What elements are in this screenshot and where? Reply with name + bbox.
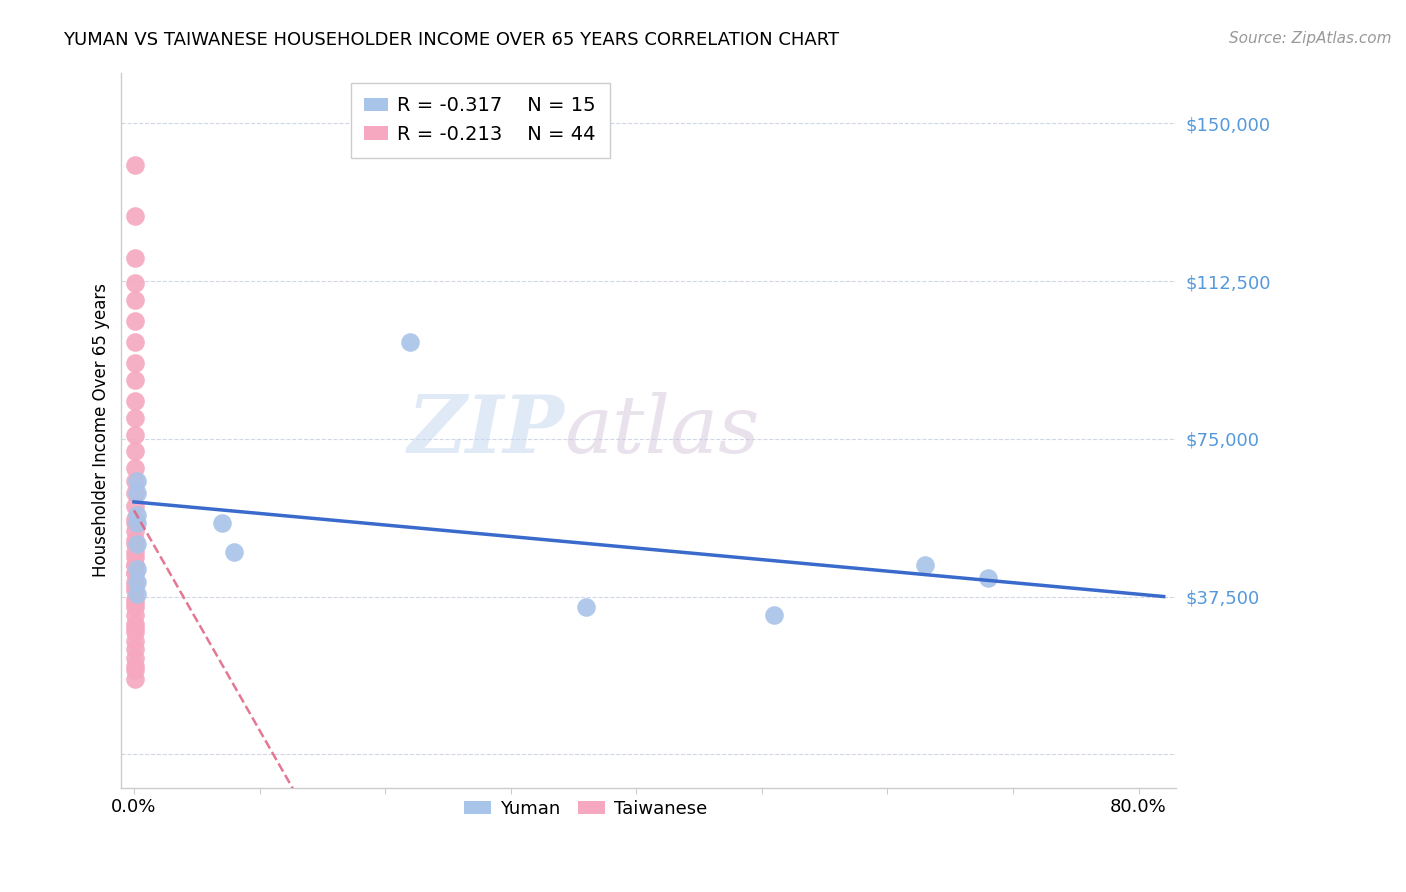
Point: [124, 579, 146, 593]
Point: [124, 251, 146, 265]
Point: [124, 600, 146, 615]
Point: [977, 571, 1000, 585]
Point: [211, 516, 233, 530]
Point: [124, 633, 146, 648]
Text: Source: ZipAtlas.com: Source: ZipAtlas.com: [1229, 31, 1392, 46]
Point: [124, 663, 146, 677]
Point: [124, 524, 146, 539]
Point: [124, 558, 146, 572]
Point: [124, 616, 146, 631]
Point: [125, 562, 148, 576]
Y-axis label: Householder Income Over 65 years: Householder Income Over 65 years: [93, 284, 110, 577]
Point: [124, 427, 146, 442]
Point: [124, 209, 146, 223]
Point: [124, 444, 146, 458]
Point: [124, 277, 146, 291]
Point: [124, 486, 146, 500]
Point: [125, 587, 148, 601]
Point: [124, 516, 146, 530]
Point: [763, 608, 786, 623]
Point: [124, 672, 146, 686]
Point: [124, 545, 146, 559]
Point: [914, 558, 936, 572]
Point: [124, 621, 146, 635]
Point: [125, 486, 148, 500]
Point: [124, 596, 146, 610]
Point: [124, 335, 146, 350]
Point: [575, 600, 598, 615]
Point: [124, 549, 146, 564]
Point: [124, 659, 146, 673]
Point: [125, 474, 148, 488]
Point: [124, 574, 146, 589]
Point: [124, 591, 146, 606]
Legend: Yuman, Taiwanese: Yuman, Taiwanese: [457, 793, 714, 825]
Point: [124, 461, 146, 475]
Point: [124, 410, 146, 425]
Point: [124, 533, 146, 547]
Point: [124, 394, 146, 409]
Point: [125, 537, 148, 551]
Point: [124, 356, 146, 370]
Point: [124, 608, 146, 623]
Point: [124, 373, 146, 387]
Point: [124, 566, 146, 581]
Point: [124, 499, 146, 513]
Text: ZIP: ZIP: [408, 392, 564, 469]
Point: [124, 293, 146, 307]
Point: [124, 512, 146, 526]
Point: [224, 545, 246, 559]
Text: atlas: atlas: [564, 392, 759, 469]
Point: [124, 159, 146, 173]
Point: [125, 574, 148, 589]
Point: [124, 642, 146, 657]
Point: [399, 335, 422, 350]
Point: [124, 625, 146, 640]
Point: [124, 474, 146, 488]
Text: YUMAN VS TAIWANESE HOUSEHOLDER INCOME OVER 65 YEARS CORRELATION CHART: YUMAN VS TAIWANESE HOUSEHOLDER INCOME OV…: [63, 31, 839, 49]
Point: [125, 516, 148, 530]
Point: [125, 508, 148, 522]
Point: [124, 314, 146, 328]
Point: [124, 558, 146, 572]
Point: [124, 566, 146, 581]
Point: [124, 650, 146, 665]
Point: [124, 583, 146, 598]
Point: [124, 537, 146, 551]
